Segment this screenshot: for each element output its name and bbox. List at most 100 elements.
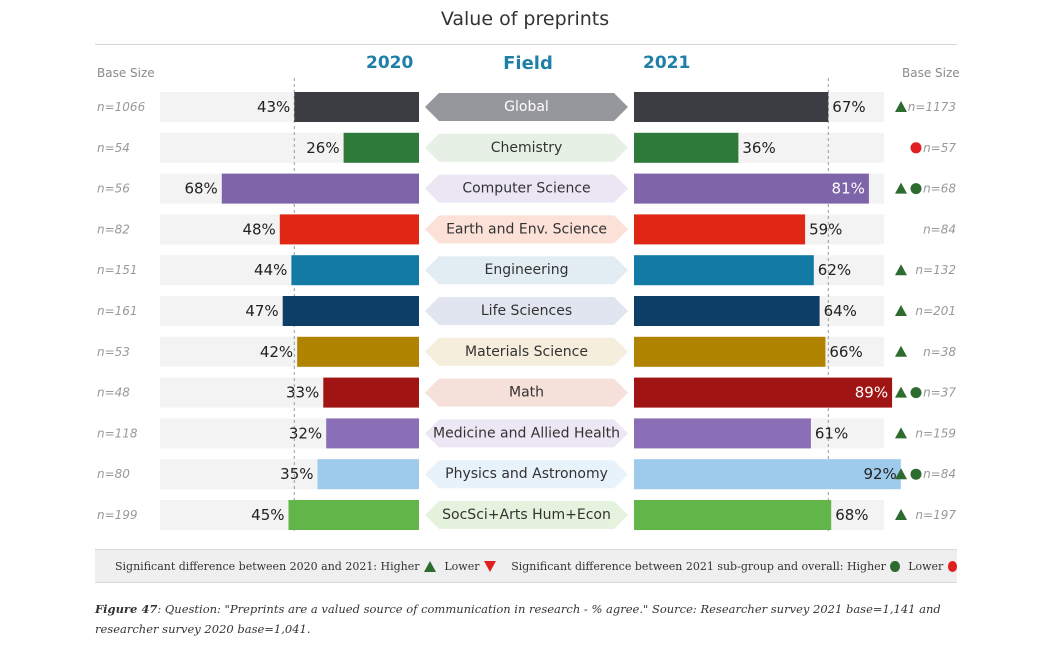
bar-2020 (288, 500, 419, 530)
base-size-2021: n=84 (923, 467, 956, 481)
base-size-2020: n=82 (97, 222, 130, 236)
value-label-2021: 66% (829, 343, 862, 361)
base-size-2021: n=201 (915, 304, 956, 318)
bar-2020 (221, 173, 419, 204)
value-label-2021: 62% (818, 261, 851, 279)
field-tag (425, 256, 628, 285)
field-label: Earth and Env. Science (446, 221, 607, 237)
base-size-2020: n=199 (97, 508, 138, 522)
bar-2020 (326, 418, 419, 449)
field-label: SocSci+Arts Hum+Econ (442, 507, 611, 523)
bar-2021 (634, 377, 893, 408)
lower-triangle-icon (483, 560, 496, 572)
field-label: Computer Science (462, 181, 590, 197)
value-label-2020: 35% (280, 465, 313, 483)
value-label-2020: 32% (289, 424, 322, 442)
chart-title: Value of preprints (440, 8, 610, 30)
base-size-2020: n=53 (97, 345, 130, 359)
bar-2020 (323, 377, 419, 408)
year-2020-header: 2020 (366, 53, 414, 73)
value-label-2021: 81% (832, 180, 865, 198)
legend-lower-label-1: Lower (444, 559, 480, 573)
higher-dot-icon (890, 560, 900, 572)
bar-2021 (634, 132, 739, 163)
base-size-header-right: Base Size (902, 66, 960, 80)
preprints-chart: 43% 67% Global n=1066 n=1173 26% 36% Chemistry n… (97, 78, 956, 532)
value-label-2021: 89% (855, 384, 888, 402)
field-tag (425, 215, 628, 244)
field-label: Materials Science (465, 344, 588, 360)
caption-label: Figure 47 (95, 602, 158, 616)
value-label-2021: 61% (815, 424, 848, 442)
base-size-2020: n=56 (97, 182, 130, 196)
lower-dot-icon (947, 560, 958, 572)
base-size-2021: n=68 (923, 182, 956, 196)
bar-2021 (634, 255, 814, 286)
value-label-2021: 64% (824, 302, 857, 320)
value-label-2020: 33% (286, 384, 319, 402)
higher-triangle-icon (895, 305, 907, 316)
legend: Significant difference between 2020 and … (95, 549, 958, 583)
base-size-2020: n=1066 (97, 100, 146, 114)
legend-year-label: Significant difference between 2020 and … (115, 559, 420, 573)
higher-triangle-icon (895, 345, 907, 357)
value-label-2020: 44% (254, 261, 287, 279)
base-size-2021: n=57 (923, 141, 956, 155)
value-label-2020: 68% (184, 180, 217, 198)
field-label: Physics and Astronomy (445, 466, 608, 482)
bar-2021 (634, 500, 832, 530)
base-size-2021: n=159 (915, 426, 956, 440)
base-size-2020: n=80 (97, 467, 130, 481)
legend-lower-label-2: Lower (908, 559, 944, 573)
higher-triangle-icon (895, 509, 907, 520)
value-label-2021: 67% (832, 98, 865, 116)
bar-2021 (634, 418, 811, 449)
value-label-2020: 26% (306, 139, 339, 157)
value-label-2021: 36% (742, 139, 775, 157)
base-size-2020: n=151 (97, 263, 138, 277)
bar-2020 (317, 459, 419, 490)
field-tag (425, 133, 628, 162)
year-2021-header: 2021 (643, 53, 691, 73)
value-label-2020: 45% (251, 506, 284, 524)
base-size-header-left: Base Size (97, 66, 155, 80)
sub-lower-dot-icon (910, 142, 922, 154)
sub-higher-dot-icon (910, 387, 922, 399)
bar-2020 (291, 255, 419, 286)
sub-higher-dot-icon (910, 468, 922, 480)
value-label-2020: 42% (260, 343, 293, 361)
bar-2021 (634, 336, 826, 367)
bar-2021 (634, 214, 806, 245)
bar-2020 (282, 296, 419, 326)
base-size-2020: n=118 (97, 426, 138, 440)
bar-2020 (279, 214, 419, 245)
base-size-2021: n=132 (915, 263, 956, 277)
higher-triangle-icon (895, 264, 907, 276)
sub-higher-dot-icon (910, 183, 922, 195)
value-label-2020: 43% (257, 98, 290, 116)
value-label-2020: 47% (245, 302, 278, 320)
bar-2021 (634, 92, 829, 122)
field-label: Chemistry (491, 140, 563, 156)
field-tag (425, 501, 628, 529)
base-size-2021: n=84 (923, 222, 956, 236)
field-label: Engineering (485, 262, 569, 278)
base-size-2021: n=197 (915, 508, 956, 522)
bar-2021 (634, 173, 869, 204)
higher-triangle-icon (895, 427, 907, 439)
bar-2020 (343, 132, 419, 163)
figure-caption: Figure 47: Question: "Preprints are a va… (95, 599, 955, 639)
field-label: Life Sciences (481, 303, 572, 319)
title-divider (95, 44, 957, 45)
base-size-2021: n=1173 (908, 100, 956, 114)
field-tag (425, 297, 628, 325)
value-label-2020: 48% (242, 220, 275, 238)
base-size-2021: n=38 (923, 345, 956, 359)
field-header: Field (503, 53, 553, 74)
caption-text: : Question: "Preprints are a valued sour… (95, 602, 941, 636)
base-size-2021: n=37 (923, 386, 956, 400)
field-tag (425, 378, 628, 407)
field-tag (425, 337, 628, 366)
legend-group-label: Significant difference between 2021 sub-… (511, 559, 886, 573)
value-label-2021: 68% (835, 506, 868, 524)
